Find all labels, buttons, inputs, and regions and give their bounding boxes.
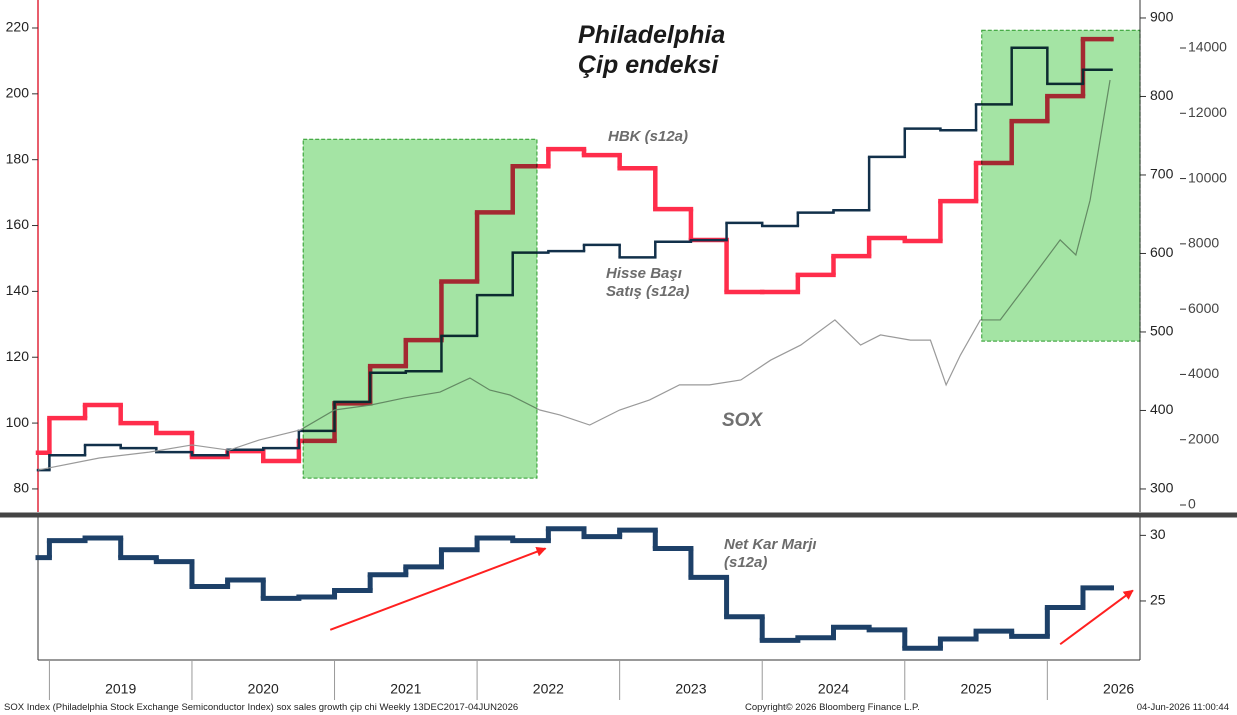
tick-label: 200	[6, 85, 30, 101]
tick-label: 140	[6, 282, 30, 298]
tick-label: 2000	[1188, 430, 1219, 446]
tick-label: 900	[1150, 9, 1174, 25]
tick-label: 120	[6, 348, 30, 364]
tick-label: 220	[6, 19, 30, 35]
tick-label: 80	[13, 480, 29, 496]
tick-label: 300	[1150, 480, 1174, 496]
x-tick-label: 2020	[248, 681, 279, 697]
tick-label: 6000	[1188, 300, 1219, 316]
footer-source: SOX Index (Philadelphia Stock Exchange S…	[4, 702, 519, 713]
tick-label: 14000	[1188, 39, 1227, 55]
chart-title: Philadelphia Çip endeksi	[578, 21, 726, 79]
tick-label: 4000	[1188, 365, 1219, 381]
tick-label: 180	[6, 150, 30, 166]
tick-label: 700	[1150, 166, 1174, 182]
tick-label: 600	[1150, 244, 1174, 260]
tick-label: 800	[1150, 87, 1174, 103]
x-tick-label: 2021	[390, 681, 421, 697]
tick-label: 30	[1150, 526, 1166, 542]
tick-label: 500	[1150, 323, 1174, 339]
x-tick-label: 2022	[533, 681, 564, 697]
tick-label: 400	[1150, 401, 1174, 417]
series-label: Hisse Başı Satış (s12a)	[606, 265, 690, 300]
highlight-box	[981, 29, 1141, 342]
sox-line	[37, 79, 1111, 471]
series-label: SOX	[722, 410, 763, 431]
series-label: HBK (s12a)	[608, 128, 689, 145]
series-label: Net Kar Marjı (s12a)	[724, 536, 817, 571]
tick-label: 8000	[1188, 235, 1219, 251]
tick-label: 0	[1188, 496, 1196, 512]
footer-copyright: Copyright© 2026 Bloomberg Finance L.P.	[745, 702, 920, 713]
tick-label: 100	[6, 414, 30, 430]
highlight-box	[302, 138, 538, 479]
tick-label: 160	[6, 216, 30, 232]
tick-label: 10000	[1188, 169, 1227, 185]
step-end	[1108, 585, 1114, 591]
trend-arrow	[1059, 589, 1134, 646]
x-tick-label: 2019	[105, 681, 136, 697]
x-tick-label: 2025	[960, 681, 991, 697]
trend-arrow	[329, 546, 547, 631]
x-tick-label: 2023	[675, 681, 706, 697]
footer-date: 04-Jun-2026 11:00:44	[1136, 702, 1229, 713]
x-tick-label: 2026	[1103, 681, 1134, 697]
tick-label: 25	[1150, 592, 1166, 608]
tick-label: 12000	[1188, 104, 1227, 120]
x-tick-label: 2024	[818, 681, 849, 697]
